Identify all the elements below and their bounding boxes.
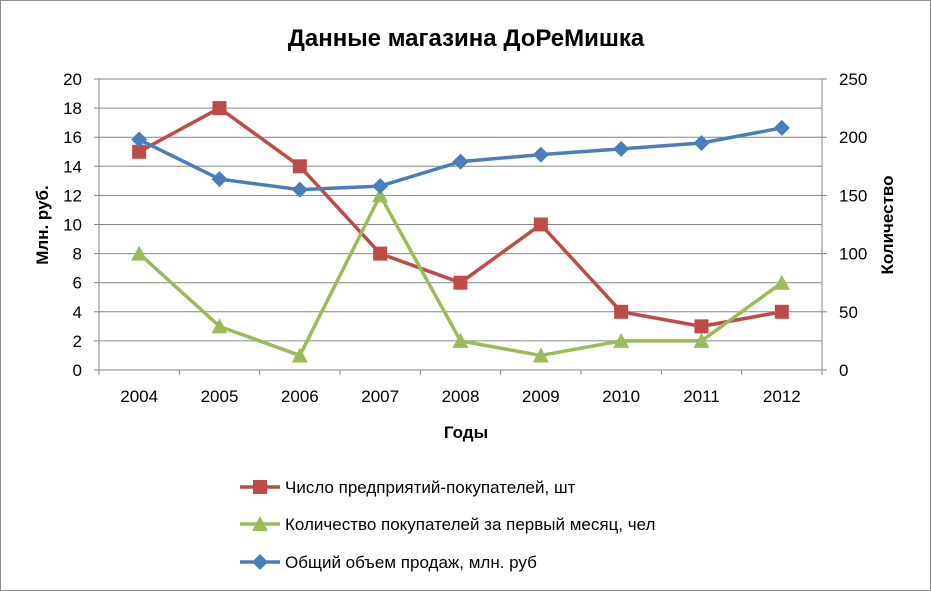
x-axis-ticks: 2004 2005 2006 2007 2008 2009 2010 2011 2012 bbox=[120, 387, 800, 406]
y-left-tick-label: 4 bbox=[73, 303, 82, 322]
series-line bbox=[138, 106, 783, 329]
data-point bbox=[132, 144, 147, 159]
data-point bbox=[291, 347, 308, 363]
x-tick-label: 2006 bbox=[281, 387, 319, 406]
y-left-tick-label: 10 bbox=[63, 216, 82, 235]
series-group bbox=[131, 101, 790, 363]
data-point bbox=[773, 274, 790, 290]
data-point bbox=[693, 135, 710, 152]
legend: Число предприятий-покупателей, шт Количес… bbox=[240, 478, 655, 572]
data-point bbox=[452, 332, 469, 348]
y-right-tick-label: 100 bbox=[839, 245, 867, 264]
data-point bbox=[613, 332, 630, 348]
y-right-tick-label: 50 bbox=[839, 303, 858, 322]
axes bbox=[94, 78, 827, 375]
y-right-tick-label: 150 bbox=[839, 186, 867, 205]
data-point bbox=[773, 119, 790, 136]
y-left-tick-label: 16 bbox=[63, 128, 82, 147]
data-point bbox=[211, 171, 228, 188]
data-point bbox=[453, 275, 468, 290]
y-right-tick-label: 200 bbox=[839, 128, 867, 147]
series-2 bbox=[131, 187, 790, 363]
y-axis-right-label: Количество bbox=[878, 175, 897, 274]
y-right-tick-label: 0 bbox=[839, 361, 848, 380]
legend-label: Количество покупателей за первый месяц, … bbox=[285, 515, 655, 534]
series-1 bbox=[132, 101, 789, 334]
legend-label: Число предприятий-покупателей, шт bbox=[285, 478, 576, 497]
y-right-tick-label: 250 bbox=[839, 70, 867, 89]
data-point bbox=[212, 101, 227, 116]
data-point bbox=[452, 153, 469, 170]
data-point bbox=[774, 304, 789, 319]
x-tick-label: 2005 bbox=[201, 387, 239, 406]
series-line bbox=[137, 193, 783, 358]
gridlines bbox=[99, 78, 822, 371]
data-point bbox=[613, 140, 630, 157]
x-tick-label: 2009 bbox=[522, 387, 560, 406]
data-point bbox=[532, 146, 549, 163]
data-point bbox=[291, 181, 308, 198]
data-point bbox=[532, 347, 549, 363]
x-tick-label: 2008 bbox=[442, 387, 480, 406]
y-axis-left-label: Млн. руб. bbox=[33, 185, 52, 265]
data-point bbox=[372, 187, 389, 203]
legend-marker bbox=[252, 554, 268, 570]
left-axis-ticks: 0 2 4 6 8 10 12 14 16 18 20 bbox=[63, 70, 82, 380]
data-point bbox=[372, 178, 389, 195]
data-point bbox=[373, 246, 388, 261]
y-left-tick-label: 2 bbox=[73, 332, 82, 351]
x-tick-label: 2004 bbox=[120, 387, 158, 406]
data-point bbox=[694, 319, 709, 334]
x-tick-label: 2007 bbox=[361, 387, 399, 406]
data-point bbox=[211, 318, 228, 334]
data-point bbox=[131, 131, 148, 148]
y-left-tick-label: 18 bbox=[63, 99, 82, 118]
y-left-tick-label: 14 bbox=[63, 157, 82, 176]
x-tick-label: 2011 bbox=[683, 387, 720, 406]
series-3 bbox=[131, 119, 790, 198]
data-point bbox=[533, 217, 548, 232]
x-axis-label: Годы bbox=[444, 423, 488, 442]
y-left-tick-label: 6 bbox=[73, 274, 82, 293]
legend-label: Общий объем продаж, млн. руб bbox=[285, 553, 537, 572]
y-left-tick-label: 12 bbox=[63, 186, 82, 205]
y-left-tick-label: 0 bbox=[73, 361, 82, 380]
x-tick-label: 2010 bbox=[602, 387, 640, 406]
data-point bbox=[693, 332, 710, 348]
legend-marker bbox=[253, 480, 267, 494]
data-point bbox=[292, 159, 307, 174]
y-left-tick-label: 8 bbox=[73, 245, 82, 264]
y-left-tick-label: 20 bbox=[63, 70, 82, 89]
chart-title: Данные магазина ДоРеМишка bbox=[288, 25, 645, 52]
legend-item: Число предприятий-покупателей, шт bbox=[240, 478, 576, 497]
data-point bbox=[131, 245, 148, 261]
legend-marker bbox=[252, 516, 268, 531]
legend-item: Количество покупателей за первый месяц, … bbox=[240, 515, 655, 534]
x-tick-label: 2012 bbox=[763, 387, 801, 406]
right-axis-ticks: 0 50 100 150 200 250 bbox=[839, 70, 867, 380]
data-point bbox=[614, 304, 629, 319]
legend-item: Общий объем продаж, млн. руб bbox=[240, 553, 537, 572]
